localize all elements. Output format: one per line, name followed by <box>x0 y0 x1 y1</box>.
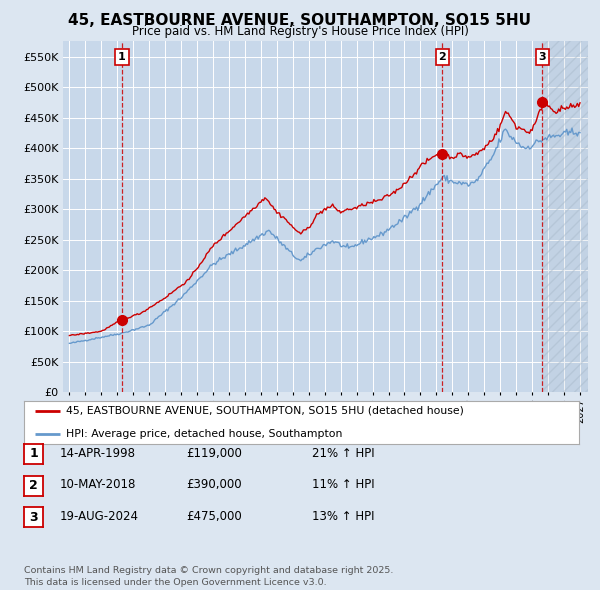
Text: 3: 3 <box>538 52 546 62</box>
Text: 19-AUG-2024: 19-AUG-2024 <box>60 510 139 523</box>
Text: 2: 2 <box>439 52 446 62</box>
Text: 2: 2 <box>29 479 38 492</box>
Text: Price paid vs. HM Land Registry's House Price Index (HPI): Price paid vs. HM Land Registry's House … <box>131 25 469 38</box>
Text: Contains HM Land Registry data © Crown copyright and database right 2025.
This d: Contains HM Land Registry data © Crown c… <box>24 566 394 587</box>
Bar <box>542 41 588 392</box>
Text: 11% ↑ HPI: 11% ↑ HPI <box>312 478 374 491</box>
Text: 1: 1 <box>29 447 38 460</box>
Text: HPI: Average price, detached house, Southampton: HPI: Average price, detached house, Sout… <box>65 430 342 440</box>
Bar <box>542 41 588 392</box>
Text: 10-MAY-2018: 10-MAY-2018 <box>60 478 136 491</box>
Text: 21% ↑ HPI: 21% ↑ HPI <box>312 447 374 460</box>
Text: 13% ↑ HPI: 13% ↑ HPI <box>312 510 374 523</box>
Text: 45, EASTBOURNE AVENUE, SOUTHAMPTON, SO15 5HU: 45, EASTBOURNE AVENUE, SOUTHAMPTON, SO15… <box>68 13 532 28</box>
Text: 3: 3 <box>29 511 38 524</box>
Text: £390,000: £390,000 <box>186 478 242 491</box>
Text: £475,000: £475,000 <box>186 510 242 523</box>
Text: 14-APR-1998: 14-APR-1998 <box>60 447 136 460</box>
Text: 1: 1 <box>118 52 126 62</box>
Text: £119,000: £119,000 <box>186 447 242 460</box>
Text: 45, EASTBOURNE AVENUE, SOUTHAMPTON, SO15 5HU (detached house): 45, EASTBOURNE AVENUE, SOUTHAMPTON, SO15… <box>65 405 464 415</box>
